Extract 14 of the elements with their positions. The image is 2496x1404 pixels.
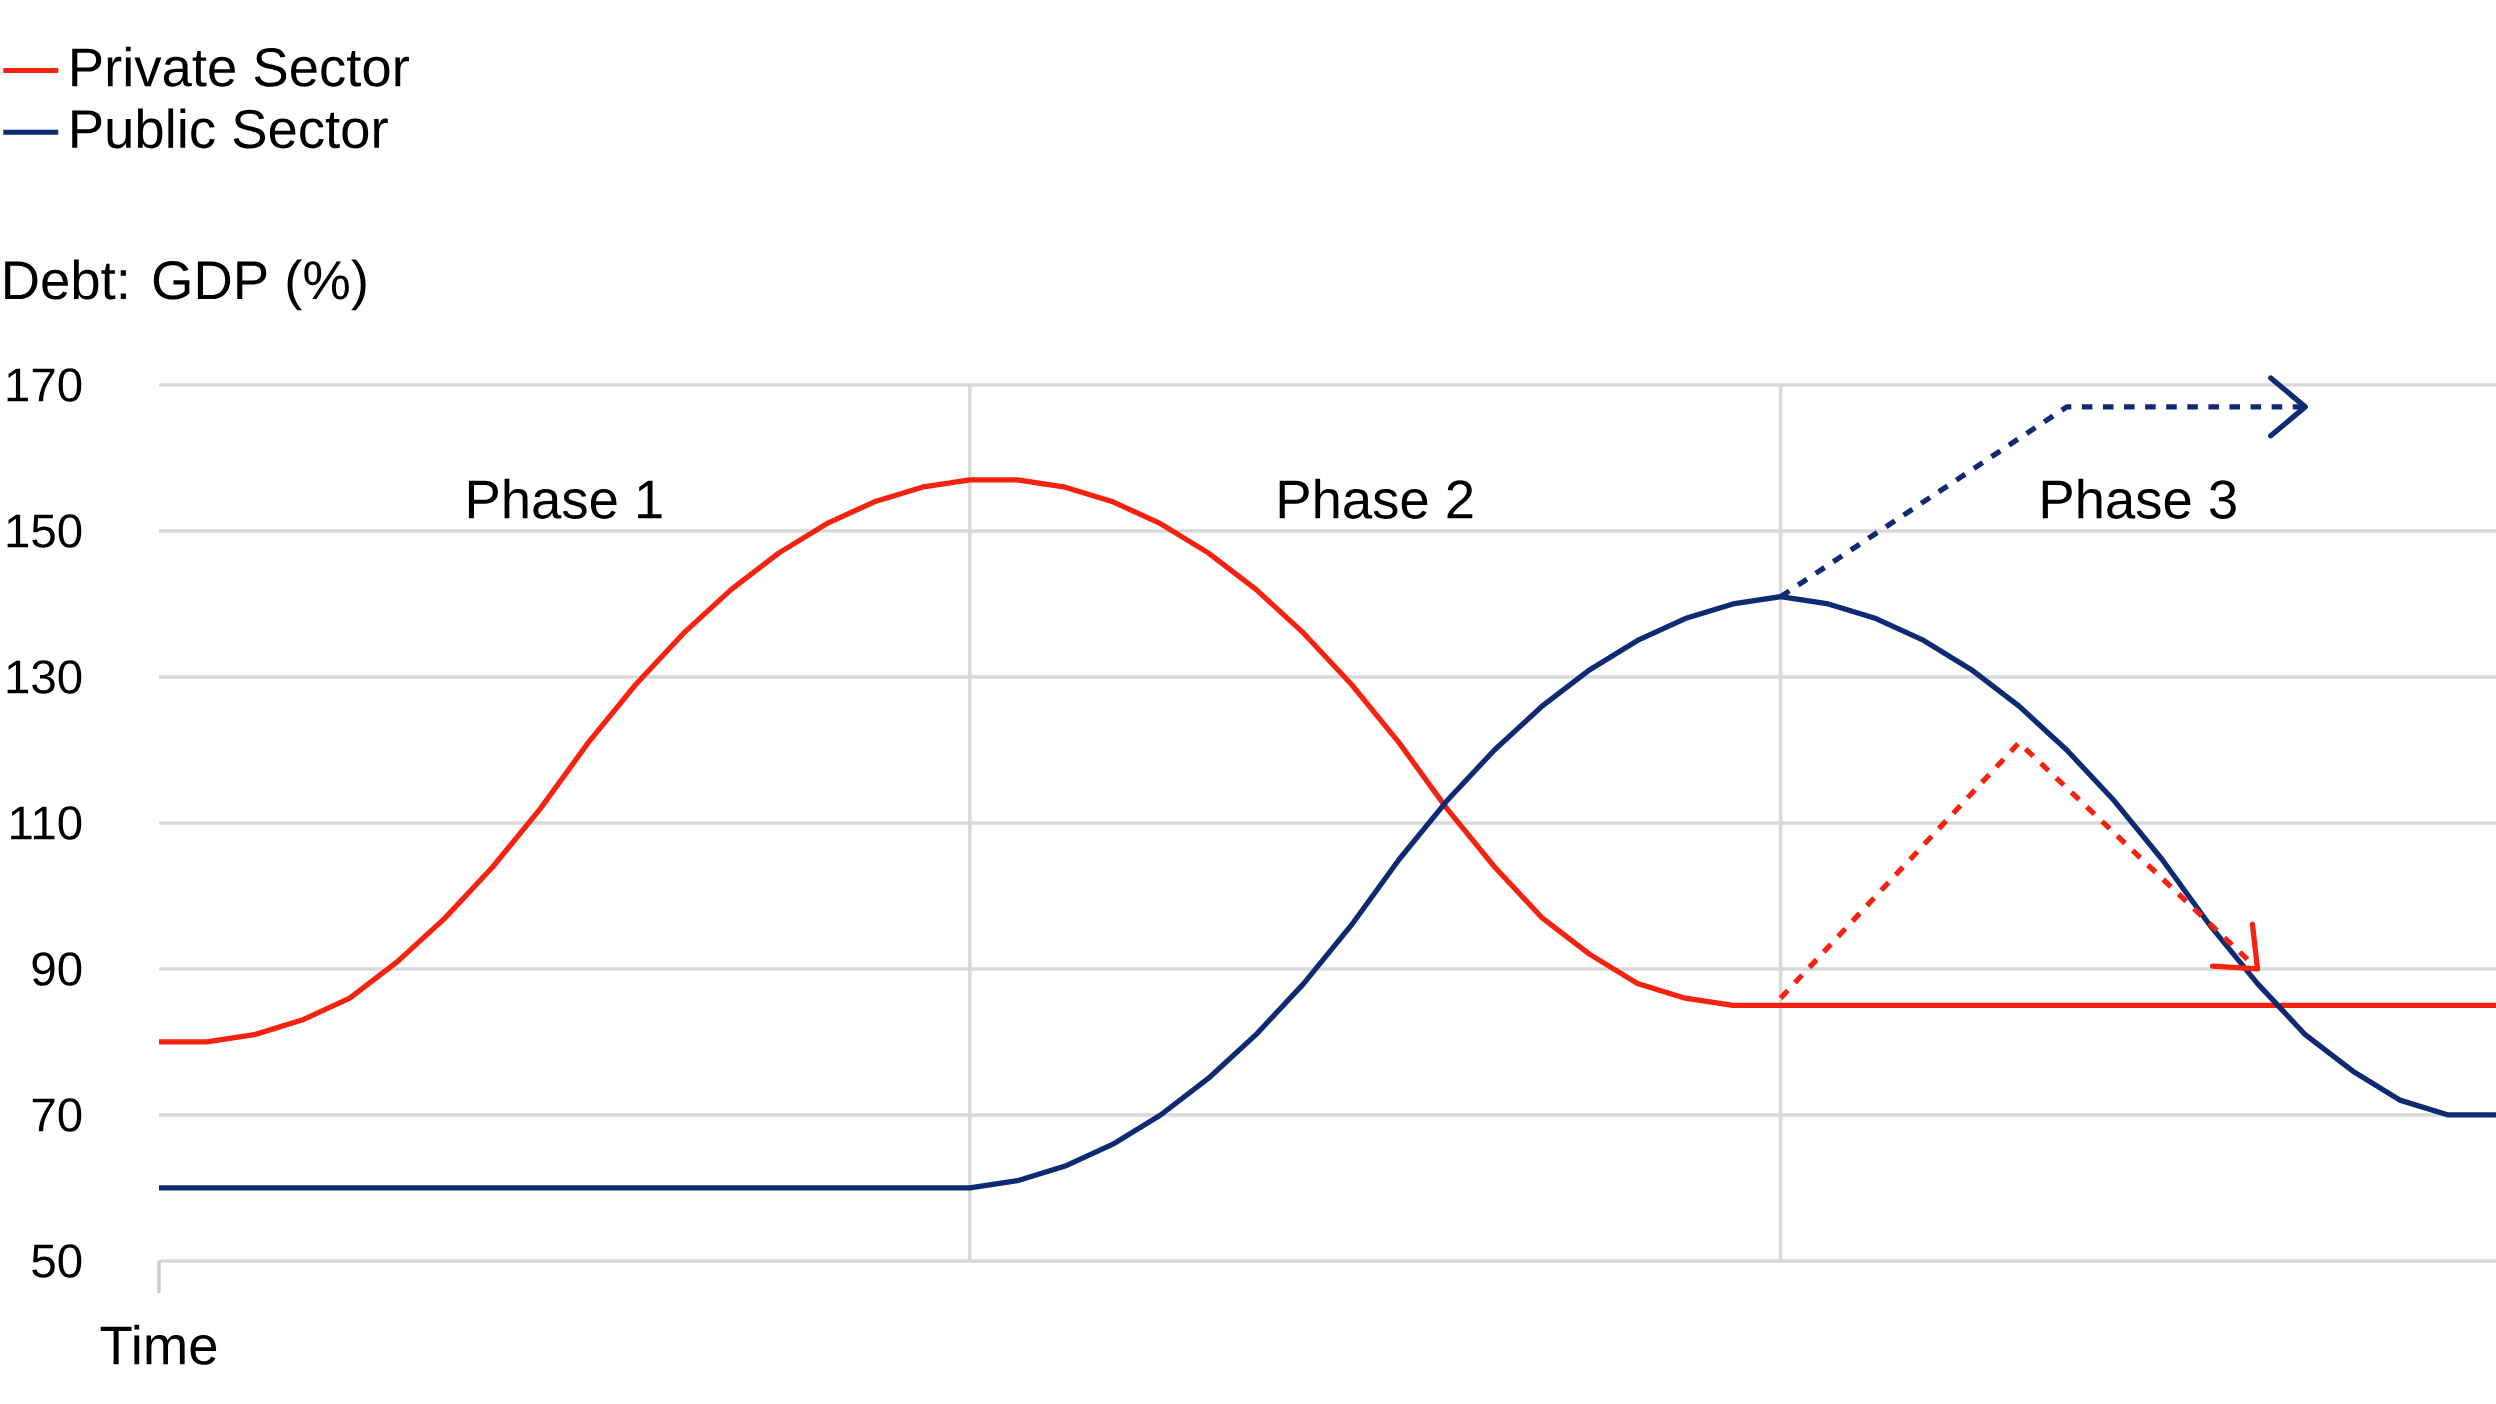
annotation: Phase 3	[2042, 478, 2236, 519]
y-tick-label: 170	[7, 368, 82, 402]
y-tick-label: 150	[7, 514, 82, 548]
y-tick-label: 90	[32, 952, 82, 986]
legend-label: Public Sector	[72, 108, 388, 149]
annotation: Phase 2	[1279, 478, 1473, 519]
y-tick-label: 110	[11, 806, 82, 840]
y-tick-label: 130	[7, 660, 82, 694]
y-tick-label: 70	[32, 1098, 82, 1132]
y-tick-label: 50	[32, 1244, 82, 1278]
legend-label: Private Sector	[72, 46, 409, 87]
x-axis-title: Time	[100, 1324, 217, 1365]
annotation: Phase 1	[468, 478, 662, 519]
y-axis-title: Debt: GDP (%)	[5, 259, 366, 311]
